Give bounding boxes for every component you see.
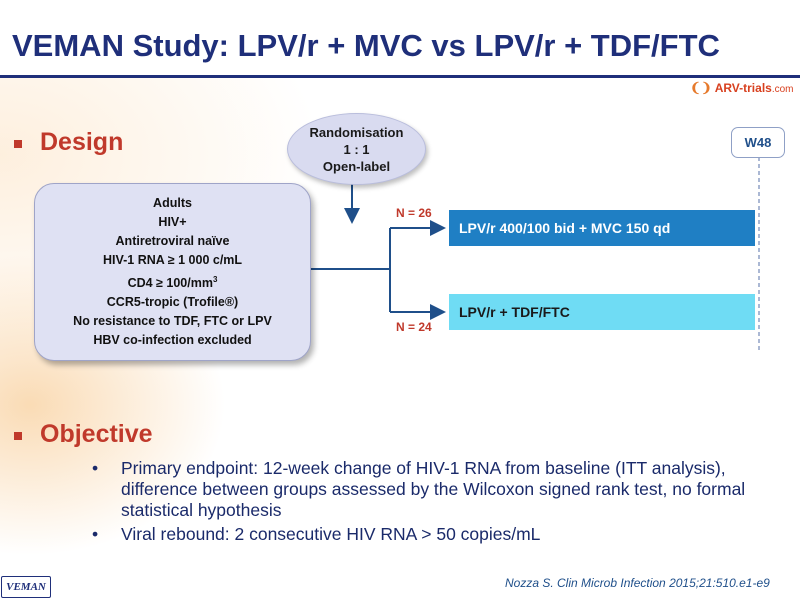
criterion: No resistance to TDF, FTC or LPV: [73, 314, 272, 329]
criterion: Adults: [153, 195, 192, 210]
objective-item-viral-rebound: Viral rebound: 2 consecutive HIV RNA > 5…: [90, 524, 750, 545]
objective-bullet-icon: [14, 432, 22, 440]
criterion: Antiretroviral naïve: [115, 233, 230, 248]
arm-a-n-label: N = 26: [396, 206, 432, 220]
arm-b-box: LPV/r + TDF/FTC: [449, 294, 755, 330]
logo-suffix: .com: [771, 84, 794, 95]
criterion: HIV-1 RNA ≥ 1 000 c/mL: [102, 252, 243, 267]
criterion-cd4-text: CD4 ≥ 100/mm: [127, 276, 213, 291]
criterion-cd4: CD4 ≥ 100/mm3: [128, 270, 218, 293]
objective-heading: Objective: [40, 420, 153, 448]
citation: Nozza S. Clin Microb Infection 2015;21:5…: [505, 576, 770, 590]
criterion-cd4-superscript: 3: [212, 274, 218, 284]
design-bullet-icon: [14, 140, 22, 148]
randomisation-ratio: 1 : 1: [343, 141, 370, 157]
arm-b-n-label: N = 24: [396, 320, 432, 334]
design-heading: Design: [40, 128, 124, 156]
randomisation-ellipse: Randomisation 1 : 1 Open-label: [287, 113, 426, 185]
randomisation-label: Randomisation: [309, 124, 404, 140]
criterion: HBV co-infection excluded: [93, 333, 252, 348]
title-divider: [0, 75, 800, 78]
criterion: CCR5-tropic (Trofile®): [106, 295, 239, 310]
randomisation-design: Open-label: [322, 158, 391, 174]
logo-mark-icon: ❨❩: [690, 80, 712, 95]
criterion: HIV+: [158, 214, 187, 229]
objective-item-primary-endpoint: Primary endpoint: 12-week change of HIV-…: [90, 458, 750, 521]
w48-timepoint-label: W48: [731, 127, 785, 158]
logo-text: ARV-trials: [714, 81, 772, 95]
inclusion-criteria-box: Adults HIV+ Antiretroviral naïve HIV-1 R…: [34, 183, 311, 361]
page-title: VEMAN Study: LPV/r + MVC vs LPV/r + TDF/…: [12, 28, 720, 63]
study-tag: VEMAN: [1, 576, 51, 598]
objective-list: Primary endpoint: 12-week change of HIV-…: [90, 458, 750, 548]
arm-a-box: LPV/r 400/100 bid + MVC 150 qd: [449, 210, 755, 246]
arv-trials-logo: ❨❩ ARV-trials.com: [690, 80, 794, 96]
